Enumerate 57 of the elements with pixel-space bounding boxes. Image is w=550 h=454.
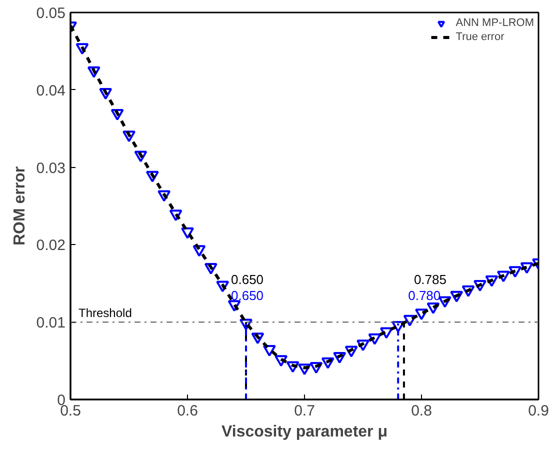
x-tick-label: 0.7 — [294, 402, 315, 420]
point — [216, 280, 230, 292]
point — [298, 364, 311, 376]
x-tick-label: 0.6 — [177, 402, 198, 420]
point — [415, 308, 428, 320]
x-axis-title: Viscosity parameter μ — [221, 424, 388, 440]
point — [321, 357, 334, 369]
point — [158, 190, 171, 202]
point — [356, 340, 370, 352]
legend-label: ANN MP-LROM — [456, 16, 534, 30]
point — [403, 314, 416, 326]
point — [228, 300, 241, 312]
y-tick-label: 0.04 — [36, 82, 66, 100]
point — [485, 275, 498, 287]
point — [392, 321, 405, 333]
point — [262, 345, 276, 357]
point — [438, 296, 452, 308]
ref-line-label: Threshold — [78, 306, 132, 320]
point — [474, 280, 486, 292]
point — [462, 285, 475, 297]
point — [110, 108, 124, 120]
y-tick-label: 0.01 — [36, 314, 66, 332]
point — [181, 227, 194, 239]
point — [310, 362, 323, 374]
point — [496, 270, 510, 282]
point — [204, 262, 218, 274]
point — [122, 130, 136, 142]
ref-line-label: 0.780 — [408, 288, 441, 304]
point — [450, 290, 464, 302]
point — [274, 355, 288, 367]
ref-line-label: 0.785 — [414, 272, 446, 288]
y-axis-title: ROM error — [11, 166, 28, 246]
y-tick-label: 0.05 — [36, 5, 66, 22]
point — [251, 332, 264, 344]
point — [169, 210, 182, 222]
y-tick-label: 0.03 — [36, 160, 66, 177]
point — [508, 266, 522, 278]
point — [99, 88, 112, 100]
point — [146, 170, 159, 182]
point — [76, 43, 89, 55]
point — [134, 150, 148, 162]
ref-line-label: 0.650 — [231, 272, 264, 288]
point — [87, 66, 100, 78]
point — [286, 361, 300, 373]
point — [333, 352, 346, 364]
x-tick-label: 0.9 — [528, 402, 549, 420]
y-tick-label: 0.02 — [36, 237, 66, 254]
legend-label: True error — [456, 30, 504, 44]
ref-line-label: 0.650 — [231, 288, 264, 304]
point — [368, 333, 382, 345]
point — [240, 318, 252, 330]
point — [520, 262, 534, 274]
x-tick-label: 0.8 — [411, 402, 432, 420]
point — [426, 302, 440, 314]
point — [380, 327, 393, 339]
point — [192, 245, 206, 257]
point — [344, 346, 358, 358]
